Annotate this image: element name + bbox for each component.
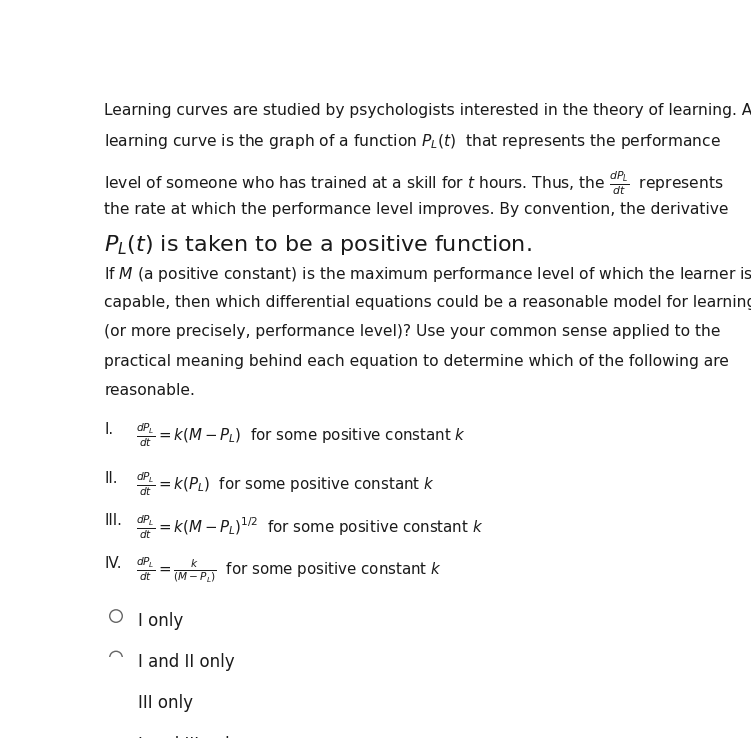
Text: (or more precisely, performance level)? Use your common sense applied to the: (or more precisely, performance level)? … xyxy=(104,325,721,339)
Text: I and II only: I and II only xyxy=(137,653,234,671)
Text: Learning curves are studied by psychologists interested in the theory of learnin: Learning curves are studied by psycholog… xyxy=(104,103,751,118)
Text: practical meaning behind each equation to determine which of the following are: practical meaning behind each equation t… xyxy=(104,354,729,369)
Text: capable, then which differential equations could be a reasonable model for learn: capable, then which differential equatio… xyxy=(104,295,751,310)
Text: $\frac{dP_L}{dt} = \frac{k}{(M-P_L)}$  for some positive constant $k$: $\frac{dP_L}{dt} = \frac{k}{(M-P_L)}$ fo… xyxy=(136,556,442,585)
Text: III only: III only xyxy=(137,694,192,712)
Text: $\mathbf{\mathit{P_L(t)}}$ is taken to be a positive function.: $\mathbf{\mathit{P_L(t)}}$ is taken to b… xyxy=(104,232,532,257)
Text: IV.: IV. xyxy=(104,556,122,571)
Text: learning curve is the graph of a function $\mathbf{\mathit{P}_{\mathit{L}}\mathi: learning curve is the graph of a functio… xyxy=(104,132,721,151)
Text: the rate at which the performance level improves. By convention, the derivative: the rate at which the performance level … xyxy=(104,201,729,217)
Text: $\frac{dP_L}{dt} = k(M-P_L)^{1/2}$  for some positive constant $k$: $\frac{dP_L}{dt} = k(M-P_L)^{1/2}$ for s… xyxy=(136,514,483,541)
Text: I and III only: I and III only xyxy=(137,736,239,738)
Text: I only: I only xyxy=(137,612,182,630)
Text: reasonable.: reasonable. xyxy=(104,384,195,399)
Text: I.: I. xyxy=(104,422,113,437)
Text: II.: II. xyxy=(104,471,118,486)
Text: III.: III. xyxy=(104,514,122,528)
Text: If $M$ (a positive constant) is the maximum performance level of which the learn: If $M$ (a positive constant) is the maxi… xyxy=(104,265,751,284)
Text: level of someone who has trained at a skill for $t$ hours. Thus, the $\frac{dP_L: level of someone who has trained at a sk… xyxy=(104,169,724,197)
Text: $\frac{dP_L}{dt} = k(M-P_L)$  for some positive constant $k$: $\frac{dP_L}{dt} = k(M-P_L)$ for some po… xyxy=(136,422,466,449)
Text: $\frac{dP_L}{dt} = k(P_L)$  for some positive constant $k$: $\frac{dP_L}{dt} = k(P_L)$ for some posi… xyxy=(136,471,435,498)
